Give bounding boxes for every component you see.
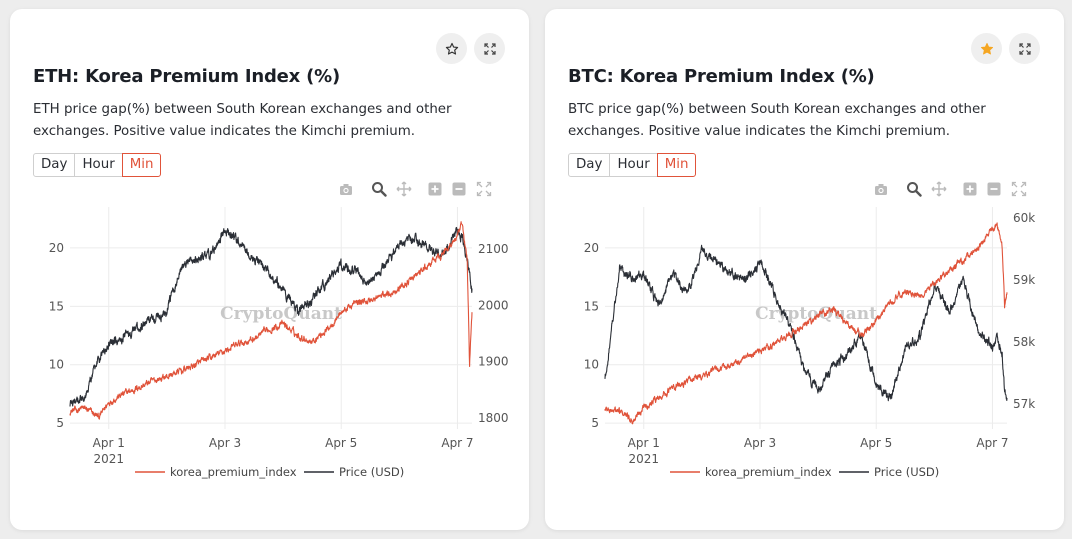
series-line-korea-premium-index[interactable] [604,222,1008,425]
favorite-star-button[interactable] [971,33,1002,64]
y-right-tick-label: 2100 [478,242,509,256]
y-left-tick-label: 5 [591,416,599,430]
series-line-korea-premium-index[interactable] [69,221,473,420]
x-tick-label: Apr 7 [441,436,473,450]
series-line-price-usd-[interactable] [604,244,1008,402]
btc-premium-card: BTC: Korea Premium Index (%) BTC price g… [545,9,1064,530]
watermark: CryptoQuant [755,304,877,324]
legend-label[interactable]: korea_premium_index [705,465,832,479]
y-right-tick-label: 1800 [478,411,509,425]
y-right-tick-label: 60k [1013,211,1035,225]
expand-icon [483,42,496,55]
pan-icon[interactable] [931,181,947,197]
autoscale-icon[interactable] [476,181,492,197]
card-title: BTC: Korea Premium Index (%) [568,66,875,87]
card-description: BTC price gap(%) between South Korean ex… [568,102,986,139]
watermark: CryptoQuant [220,304,342,324]
eth-premium-card: ETH: Korea Premium Index (%) ETH price g… [10,9,529,530]
y-right-tick-label: 59k [1013,273,1035,287]
tab-day[interactable]: Day [33,153,76,177]
expand-button[interactable] [1009,33,1040,64]
tab-min[interactable]: Min [121,153,162,177]
x-tick-sublabel: 2021 [628,452,659,466]
x-tick-sublabel: 2021 [93,452,124,466]
x-tick-label: Apr 3 [209,436,241,450]
tab-hour[interactable]: Hour [74,153,123,177]
y-left-tick-label: 20 [584,241,599,255]
y-right-tick-label: 58k [1013,335,1035,349]
legend-label[interactable]: Price (USD) [874,465,939,479]
x-tick-label: Apr 5 [860,436,892,450]
chart-toolbar [545,180,1064,198]
x-tick-label: Apr 7 [976,436,1008,450]
y-left-tick-label: 20 [49,241,64,255]
series-line-price-usd-[interactable] [69,226,473,407]
favorite-star-button[interactable] [436,33,467,64]
zoom-in-icon[interactable] [962,181,978,197]
zoom-icon[interactable] [906,181,922,197]
x-tick-label: Apr 1 [628,436,660,450]
y-left-tick-label: 10 [49,358,64,372]
y-left-tick-label: 10 [584,358,599,372]
expand-icon [1018,42,1031,55]
interval-tabs: Day Hour Min [568,153,697,177]
y-right-tick-label: 2000 [478,298,509,312]
tab-day[interactable]: Day [568,153,611,177]
chart-toolbar [10,180,529,198]
camera-icon[interactable] [873,181,889,197]
tab-hour[interactable]: Hour [609,153,658,177]
legend-label[interactable]: korea_premium_index [170,465,297,479]
y-left-tick-label: 15 [584,299,599,313]
star-icon [445,42,458,55]
y-right-tick-label: 57k [1013,397,1035,411]
x-tick-label: Apr 5 [325,436,357,450]
eth-chart[interactable]: 5 10 15 20 Apr 1 2021 Apr 3 Apr 5 Apr 7 1800 1900 2… [10,199,529,489]
pan-icon[interactable] [396,181,412,197]
y-left-tick-label: 5 [56,416,64,430]
legend-label[interactable]: Price (USD) [339,465,404,479]
y-left-tick-label: 15 [49,299,64,313]
zoom-icon[interactable] [371,181,387,197]
zoom-in-icon[interactable] [427,181,443,197]
camera-icon[interactable] [338,181,354,197]
autoscale-icon[interactable] [1011,181,1027,197]
tab-min[interactable]: Min [656,153,697,177]
x-tick-label: Apr 1 [93,436,125,450]
x-tick-label: Apr 3 [744,436,776,450]
card-title: ETH: Korea Premium Index (%) [33,66,341,87]
y-right-tick-label: 1900 [478,355,509,369]
interval-tabs: Day Hour Min [33,153,162,177]
expand-button[interactable] [474,33,505,64]
zoom-out-icon[interactable] [451,181,467,197]
zoom-out-icon[interactable] [986,181,1002,197]
btc-chart[interactable]: 5 10 15 20 Apr 1 2021 Apr 3 Apr 5 Apr 7 57k 58k 59k… [545,199,1064,489]
card-description: ETH price gap(%) between South Korean ex… [33,102,452,139]
star-filled-icon [980,42,993,54]
